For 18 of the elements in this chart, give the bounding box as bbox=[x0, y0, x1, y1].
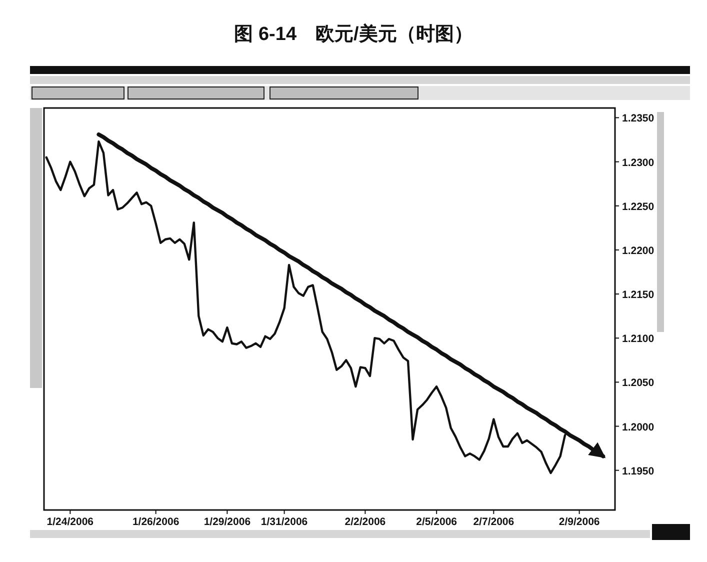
y-tick-label: 1.2350 bbox=[622, 112, 654, 125]
x-tick-label: 1/26/2006 bbox=[132, 516, 180, 528]
x-tick-label: 2/9/2006 bbox=[558, 516, 600, 528]
y-tick-label: 1.2000 bbox=[622, 421, 654, 434]
y-tick-label: 1.2250 bbox=[622, 200, 654, 213]
x-tick-label: 2/2/2006 bbox=[344, 516, 386, 528]
chart-title: 图 6-14 欧元/美元（时图） bbox=[234, 23, 473, 45]
y-tick-label: 1.2200 bbox=[622, 244, 654, 257]
x-tick-label: 2/5/2006 bbox=[416, 516, 458, 528]
x-tick-label: 2/7/2006 bbox=[473, 516, 514, 528]
y-tick-label: 1.1950 bbox=[622, 465, 654, 478]
y-tick-label: 1.2100 bbox=[622, 333, 654, 346]
y-tick-label: 1.2150 bbox=[622, 289, 654, 302]
y-tick-label: 1.2050 bbox=[622, 377, 654, 390]
x-tick-label: 1/31/2006 bbox=[260, 516, 308, 528]
y-tick-label: 1.2300 bbox=[622, 156, 654, 169]
x-tick-label: 1/29/2006 bbox=[204, 516, 251, 528]
x-tick-label: 1/24/2006 bbox=[46, 516, 94, 528]
